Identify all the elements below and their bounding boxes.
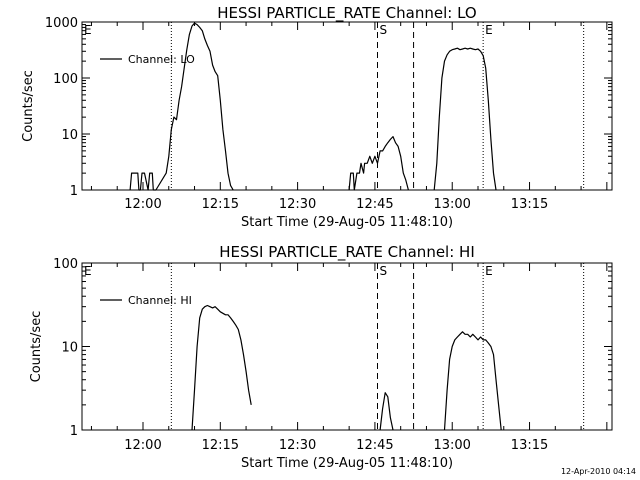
x-tick-label: 12:00	[124, 438, 161, 453]
chart-title: HESSI PARTICLE_RATE Channel: LO	[217, 4, 476, 23]
x-tick-label: 13:15	[511, 197, 548, 212]
y-tick-label: 1000	[45, 16, 78, 31]
x-axis-label: Start Time (29-Aug-05 11:48:10)	[241, 215, 453, 230]
chart-title: HESSI PARTICLE_RATE Channel: HI	[219, 243, 475, 262]
y-tick-label: 1	[70, 424, 78, 439]
x-tick-label: 12:30	[279, 197, 316, 212]
y-tick-label: 100	[53, 72, 78, 87]
corner-label: E	[84, 23, 92, 37]
x-tick-label: 13:00	[433, 197, 470, 212]
plot-frame	[81, 21, 613, 191]
chart-panel-lo: HESSI PARTICLE_RATE Channel: LO 1 10 100 100…	[21, 4, 613, 230]
x-tick-label: 13:00	[433, 438, 470, 453]
footer-date: 12-Apr-2010 04:14	[561, 467, 636, 476]
y-tick-label: 100	[53, 257, 78, 272]
x-tick-label: 12:15	[202, 438, 239, 453]
y-tick-label: 1	[70, 184, 78, 199]
corner-label: E	[84, 264, 92, 278]
series-line-segment-2	[433, 47, 497, 191]
x-tick-label: 12:45	[356, 438, 393, 453]
series-line-segment-0	[129, 22, 234, 191]
event-label: S	[379, 23, 387, 37]
event-label: E	[485, 264, 493, 278]
x-axis-label: Start Time (29-Aug-05 11:48:10)	[241, 456, 453, 471]
y-tick-label: 10	[61, 341, 78, 356]
x-tick-label: 13:15	[511, 438, 548, 453]
x-tick-label: 12:15	[202, 197, 239, 212]
x-tick-label: 12:30	[279, 438, 316, 453]
series-line-segment-0	[191, 304, 252, 431]
series-line-segment-1	[348, 136, 409, 191]
chart-panel-hi: HESSI PARTICLE_RATE Channel: HI 1 10 100 12:…	[29, 243, 613, 471]
legend-label: Channel: LO	[128, 53, 195, 66]
y-axis-label: Counts/sec	[21, 70, 36, 142]
series-line-segment-1	[379, 392, 394, 431]
event-label: S	[379, 264, 387, 278]
x-tick-label: 12:00	[124, 197, 161, 212]
x-tick-label: 12:45	[356, 197, 393, 212]
y-tick-label: 10	[61, 128, 78, 143]
plot-frame	[81, 262, 613, 431]
legend-label: Channel: HI	[128, 294, 192, 307]
series-line-segment-2	[443, 331, 502, 431]
y-axis-label: Counts/sec	[29, 311, 44, 383]
event-label: E	[485, 23, 493, 37]
